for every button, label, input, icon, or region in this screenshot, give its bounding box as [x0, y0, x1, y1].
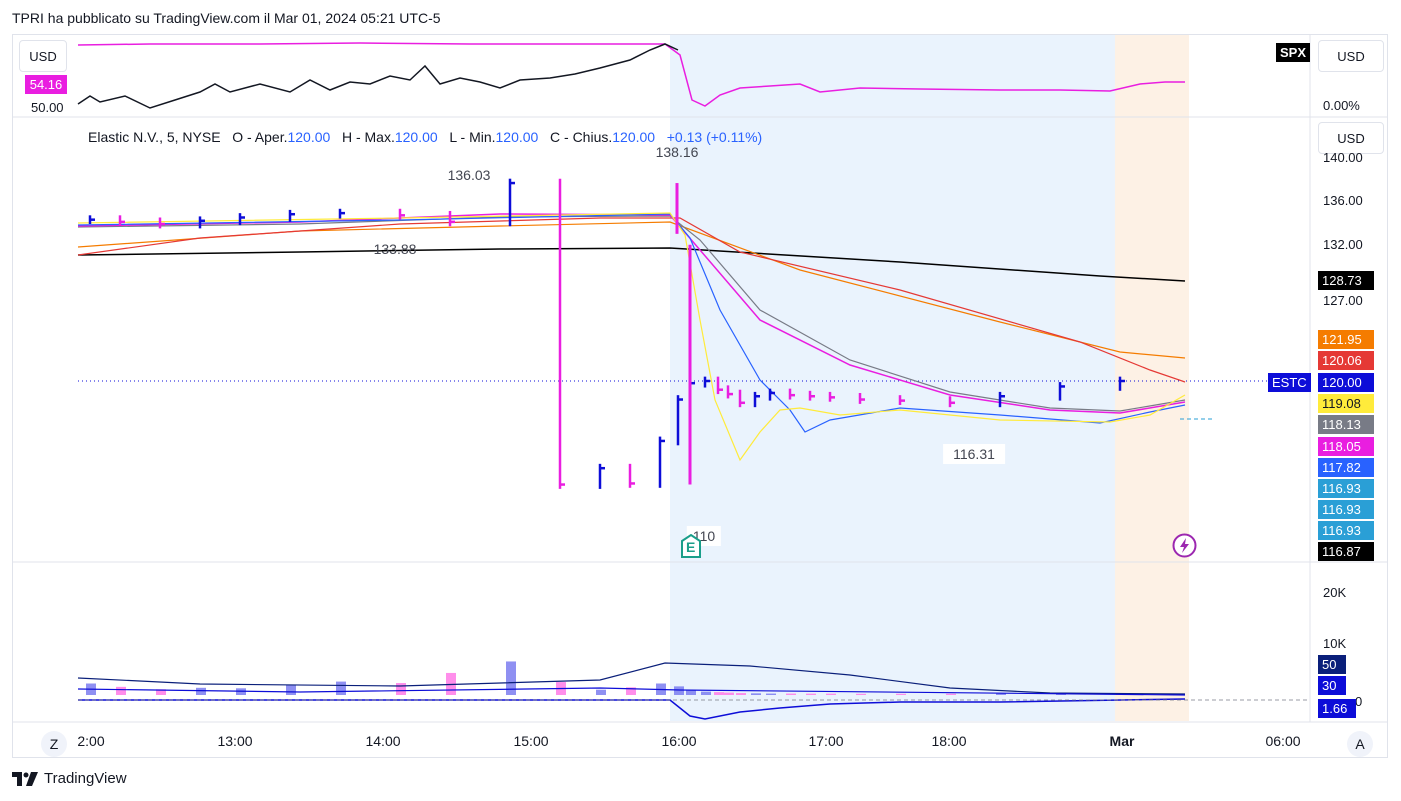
- volume-bar-22: [766, 693, 776, 695]
- volume-bar-28: [946, 693, 956, 695]
- time-axis-label-8: Mar: [1109, 733, 1135, 749]
- time-axis-label-3: 14:00: [365, 733, 401, 749]
- price-axis-label-4: 127.00: [1323, 293, 1363, 308]
- volume-ma-50-line: [77, 662, 1186, 695]
- price-tag-8: 117.82: [1318, 458, 1374, 477]
- indicator-line: [78, 698, 1186, 720]
- earnings-icon[interactable]: E: [680, 534, 702, 558]
- price-tag-6: 118.13: [1318, 415, 1374, 434]
- volume-bar-2: [116, 686, 126, 695]
- volume-bar-20: [736, 693, 746, 695]
- ma-20-line: [77, 213, 1186, 414]
- currency-pill-main[interactable]: USD: [1318, 122, 1384, 154]
- time-axis-label-4: 15:00: [513, 733, 549, 749]
- spx-compare-line: [77, 42, 1185, 107]
- volume-bar-10: [506, 661, 516, 695]
- symbol-legend[interactable]: Elastic N.V., 5, NYSE O - Aper.120.00 H …: [88, 129, 762, 145]
- indicator-tag: 1.66: [1318, 699, 1356, 718]
- volume-tag-50: 50: [1318, 655, 1346, 674]
- volume-bar-13: [626, 687, 636, 695]
- volume-bar-27: [896, 693, 906, 695]
- tradingview-brand[interactable]: TradingView: [12, 770, 127, 787]
- annotation-high: 138.16: [655, 144, 699, 160]
- volume-bar-4: [196, 687, 206, 695]
- volume-bar-12: [596, 689, 606, 695]
- volume-bar-19: [724, 692, 734, 695]
- legend-open-label: O - Aper.: [232, 129, 288, 145]
- volume-bar-21: [751, 693, 761, 695]
- compare-right-axis-label: 0.00%: [1323, 98, 1360, 113]
- earnings-icon-letter: E: [686, 539, 696, 555]
- price-tag-7: 118.05: [1318, 437, 1374, 456]
- ma-200-line: [77, 247, 1186, 282]
- time-axis-label-1: 2:00: [77, 733, 105, 749]
- price-tag-5: 119.08: [1318, 394, 1374, 413]
- volume-bar-17: [701, 691, 711, 695]
- session-pre-market: [1115, 35, 1189, 721]
- currency-pill-compare-right[interactable]: USD: [1318, 40, 1384, 72]
- price-tag-2: 121.95: [1318, 330, 1374, 349]
- currency-pill-compare-left[interactable]: USD: [19, 40, 67, 72]
- price-axis-label-2: 136.00: [1323, 193, 1363, 208]
- time-axis-label-9: 06:00: [1265, 733, 1301, 749]
- volume-bar-16: [686, 690, 696, 695]
- legend-low-value: 120.00: [495, 129, 539, 145]
- auto-scale-button[interactable]: A: [1347, 731, 1373, 757]
- price-tag-1: 128.73: [1318, 271, 1374, 290]
- price-tag-4: 120.00: [1318, 373, 1374, 392]
- volume-axis-zero: 0: [1355, 694, 1363, 709]
- volume-ma-30-line: [77, 687, 1186, 696]
- price-tag-11: 116.93: [1318, 521, 1374, 540]
- volume-bar-6: [286, 684, 296, 695]
- published-caption: TPRI ha pubblicato su TradingView.com il…: [12, 10, 441, 26]
- volume-bar-3: [156, 689, 166, 695]
- annotation-left-high: 136.03: [447, 167, 491, 183]
- legend-close-label: C - Chius.: [550, 129, 613, 145]
- time-axis-label-6: 17:00: [808, 733, 844, 749]
- volume-bar-23: [786, 693, 796, 695]
- volume-bar-8: [396, 683, 406, 695]
- volume-tag-30: 30: [1318, 676, 1346, 695]
- legend-change-value: +0.13 (+0.11%): [666, 129, 763, 145]
- price-tag-9: 116.93: [1318, 479, 1374, 498]
- time-axis-label-7: 18:00: [931, 733, 967, 749]
- compare-left-axis-label: 50.00: [31, 100, 64, 115]
- legend-close-value: 120.00: [612, 129, 656, 145]
- chart-frame: [12, 34, 1388, 758]
- price-axis-label-3: 132.00: [1323, 237, 1363, 252]
- volume-bar-29: [996, 693, 1006, 695]
- estc-compare-line: [77, 43, 679, 109]
- ma-50-line: [77, 217, 1186, 383]
- tradingview-logo-icon: [12, 771, 38, 786]
- ma-100-line: [77, 221, 1186, 359]
- legend-high-value: 120.00: [394, 129, 438, 145]
- compare-symbol-tag[interactable]: SPX: [1276, 43, 1311, 62]
- zoom-button[interactable]: Z: [41, 731, 67, 757]
- volume-bar-26: [856, 693, 866, 695]
- legend-symbol-name: Elastic N.V., 5, NYSE: [88, 129, 221, 145]
- symbol-price-tag[interactable]: ESTC: [1268, 373, 1311, 392]
- volume-bar-24: [806, 693, 816, 695]
- price-tag-12: 116.87: [1318, 542, 1374, 561]
- volume-bar-15: [674, 686, 684, 695]
- price-tag-10: 116.93: [1318, 500, 1374, 519]
- volume-axis-label-1: 20K: [1323, 585, 1347, 600]
- annotation-mid-low: 116.31: [943, 444, 1005, 464]
- volume-bar-18: [714, 692, 724, 695]
- time-axis-label-5: 16:00: [661, 733, 697, 749]
- legend-low-label: L - Min.: [449, 129, 496, 145]
- annotation-left-low: 133.88: [373, 241, 417, 257]
- volume-bar-7: [336, 681, 346, 695]
- legend-open-value: 120.00: [287, 129, 331, 145]
- price-tag-3: 120.06: [1318, 351, 1374, 370]
- compare-value-tag: 54.16: [25, 75, 67, 94]
- time-axis-label-2: 13:00: [217, 733, 253, 749]
- price-axis-label-1: 140.00: [1323, 150, 1363, 165]
- legend-high-label: H - Max.: [341, 129, 395, 145]
- volume-axis-label-2: 10K: [1323, 636, 1347, 651]
- lightning-icon[interactable]: [1172, 533, 1197, 558]
- volume-bar-25: [826, 693, 836, 695]
- brand-label: TradingView: [44, 770, 127, 787]
